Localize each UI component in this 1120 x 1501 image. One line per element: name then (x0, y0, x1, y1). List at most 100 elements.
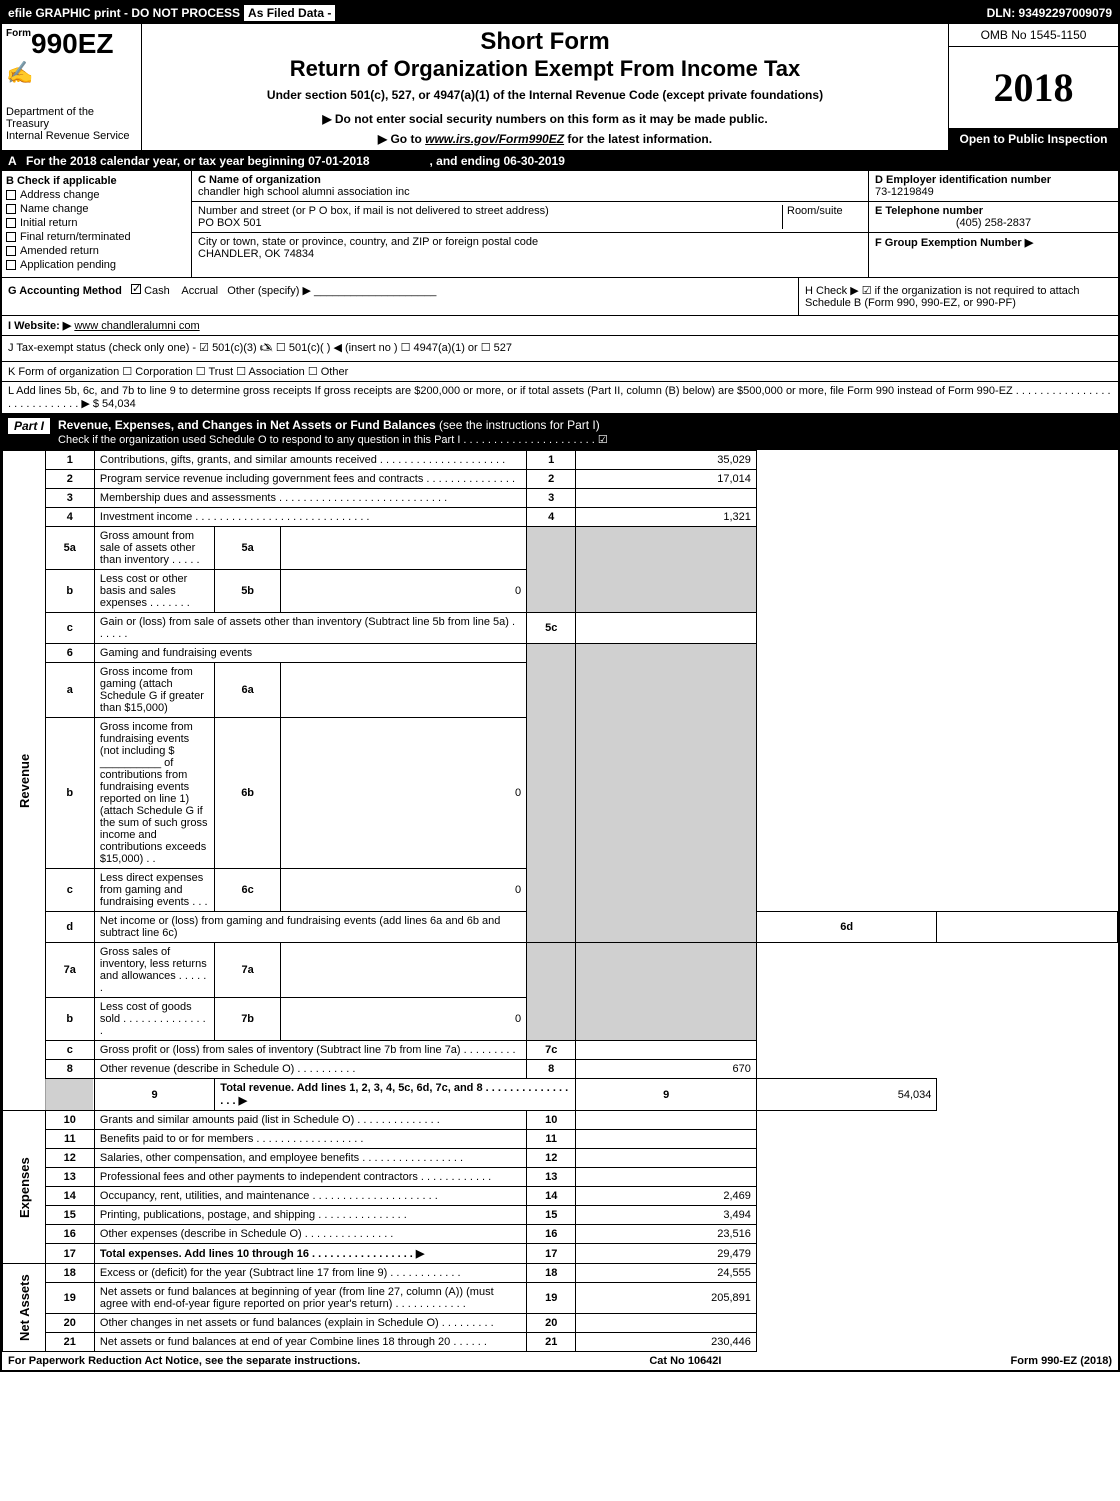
line-14: 14 Occupancy, rent, utilities, and maint… (3, 1187, 1118, 1206)
tax-year: 2018 (949, 47, 1118, 128)
checkbox-icon[interactable] (6, 260, 16, 270)
short-form-title: Short Form (150, 28, 940, 56)
line-11: 11 Benefits paid to or for members . . .… (3, 1130, 1118, 1149)
phone-label: E Telephone number (875, 205, 1112, 217)
goto-link[interactable]: www.irs.gov/Form990EZ (425, 132, 564, 146)
section-f: F Group Exemption Number ▶ (869, 233, 1118, 252)
info-block: B Check if applicable Address change Nam… (2, 171, 1118, 278)
omb-number: OMB No 1545-1150 (949, 24, 1118, 47)
street-row: Number and street (or P O box, if mail i… (192, 202, 868, 233)
ein-value: 73-1219849 (875, 186, 1112, 198)
form-prefix: Form (6, 28, 31, 39)
line-10: Expenses 10 Grants and similar amounts p… (3, 1111, 1118, 1130)
line-20: 20 Other changes in net assets or fund b… (3, 1314, 1118, 1333)
form-number: Form990EZ (6, 28, 137, 60)
line-16: 16 Other expenses (describe in Schedule … (3, 1225, 1118, 1244)
expenses-section-label: Expenses (3, 1111, 46, 1264)
line-3: 3 Membership dues and assessments . . . … (3, 489, 1118, 508)
chk-initial-return[interactable]: Initial return (6, 217, 187, 229)
city-label: City or town, state or province, country… (198, 236, 862, 248)
label-a: A (8, 154, 26, 168)
line-12: 12 Salaries, other compensation, and emp… (3, 1149, 1118, 1168)
line-5c: c Gain or (loss) from sale of assets oth… (3, 613, 1118, 644)
chk-name-change[interactable]: Name change (6, 203, 187, 215)
checkbox-icon[interactable] (6, 218, 16, 228)
checkbox-icon[interactable] (6, 204, 16, 214)
line-1: Revenue 1 Contributions, gifts, grants, … (3, 451, 1118, 470)
header-mid: Short Form Return of Organization Exempt… (142, 24, 948, 150)
public-notice: ▶ Do not enter social security numbers o… (150, 112, 940, 126)
part-i-num: Part I (8, 418, 50, 434)
cat-no: Cat No 10642I (649, 1355, 721, 1367)
city-row: City or town, state or province, country… (192, 233, 868, 263)
line-13: 13 Professional fees and other payments … (3, 1168, 1118, 1187)
checkbox-icon[interactable] (6, 246, 16, 256)
under-section-text: Under section 501(c), 527, or 4947(a)(1)… (150, 88, 940, 102)
header-right: OMB No 1545-1150 2018 Open to Public Ins… (948, 24, 1118, 150)
section-h: H Check ▶ ☑ if the organization is not r… (798, 278, 1118, 315)
ein-label: D Employer identification number (875, 174, 1112, 186)
efile-topbar: efile GRAPHIC print - DO NOT PROCESS As … (2, 2, 1118, 24)
form-rev: Form 990-EZ (2018) (1011, 1355, 1112, 1367)
street-label: Number and street (or P O box, if mail i… (198, 205, 782, 217)
section-k: K Form of organization ☐ Corporation ☐ T… (2, 362, 1118, 382)
line-2: 2 Program service revenue including gove… (3, 470, 1118, 489)
goto-line: ▶ Go to www.irs.gov/Form990EZ for the la… (150, 132, 940, 146)
checkbox-cash-icon[interactable] (131, 284, 141, 294)
section-i: I Website: ▶ www chandleralumni com (2, 316, 1118, 336)
section-d: D Employer identification number 73-1219… (869, 171, 1118, 202)
paperwork-notice: For Paperwork Reduction Act Notice, see … (8, 1355, 360, 1367)
section-j: J Tax-exempt status (check only one) - ☑… (2, 336, 1118, 362)
website-label: I Website: ▶ (8, 320, 71, 332)
section-b-label: B Check if applicable (6, 175, 187, 187)
topbar-left: efile GRAPHIC print - DO NOT PROCESS As … (8, 5, 335, 21)
line-8: 8 Other revenue (describe in Schedule O)… (3, 1060, 1118, 1079)
section-g: G Accounting Method Cash Accrual Other (… (2, 278, 798, 315)
section-c: C Name of organization chandler high sch… (192, 171, 868, 277)
open-to-public: Open to Public Inspection (949, 128, 1118, 150)
form-footer: For Paperwork Reduction Act Notice, see … (2, 1352, 1118, 1370)
line-18: Net Assets 18 Excess or (deficit) for th… (3, 1264, 1118, 1283)
form-num: 990EZ (31, 28, 114, 59)
line-5a: 5a Gross amount from sale of assets othe… (3, 527, 1118, 570)
revenue-section-label: Revenue (3, 451, 46, 1111)
line-17: 17 Total expenses. Add lines 10 through … (3, 1244, 1118, 1264)
header-row: Form990EZ ✍ Department of the Treasury I… (2, 24, 1118, 151)
netassets-section-label: Net Assets (3, 1264, 46, 1352)
line-7a: 7a Gross sales of inventory, less return… (3, 943, 1118, 998)
chk-application-pending[interactable]: Application pending (6, 259, 187, 271)
chk-final-return[interactable]: Final return/terminated (6, 231, 187, 243)
dept-label: Department of the Treasury (6, 106, 137, 130)
org-name: chandler high school alumni association … (198, 186, 862, 198)
section-def: D Employer identification number 73-1219… (868, 171, 1118, 277)
return-title: Return of Organization Exempt From Incom… (150, 56, 940, 82)
city-value: CHANDLER, OK 74834 (198, 248, 862, 260)
org-name-label: C Name of organization (198, 174, 862, 186)
part-i-table: Revenue 1 Contributions, gifts, grants, … (2, 450, 1118, 1352)
line-15: 15 Printing, publications, postage, and … (3, 1206, 1118, 1225)
tax-year-begin: For the 2018 calendar year, or tax year … (26, 154, 370, 168)
gh-row: G Accounting Method Cash Accrual Other (… (2, 278, 1118, 316)
phone-value: (405) 258-2837 (875, 217, 1112, 229)
part-i-title: Revenue, Expenses, and Changes in Net As… (58, 418, 1112, 446)
website-value: www chandleralumni com (74, 320, 199, 332)
chk-address-change[interactable]: Address change (6, 189, 187, 201)
tax-year-bar: A For the 2018 calendar year, or tax yea… (2, 151, 1118, 171)
part-i-header: Part I Revenue, Expenses, and Changes in… (2, 414, 1118, 450)
checkbox-icon[interactable] (6, 232, 16, 242)
part-i-subtitle: Check if the organization used Schedule … (58, 434, 608, 446)
efile-label: efile GRAPHIC print - DO NOT PROCESS (8, 5, 240, 21)
line-4: 4 Investment income . . . . . . . . . . … (3, 508, 1118, 527)
asfiled-label: As Filed Data - (244, 5, 335, 21)
checkbox-icon[interactable] (6, 190, 16, 200)
g-label: G Accounting Method (8, 285, 122, 297)
tax-year-end: , and ending 06-30-2019 (430, 154, 565, 168)
line-6: 6 Gaming and fundraising events (3, 644, 1118, 663)
chk-amended-return[interactable]: Amended return (6, 245, 187, 257)
irs-label: Internal Revenue Service (6, 130, 137, 142)
line-21: 21 Net assets or fund balances at end of… (3, 1333, 1118, 1352)
section-e: E Telephone number (405) 258-2837 (869, 202, 1118, 233)
line-7c: c Gross profit or (loss) from sales of i… (3, 1041, 1118, 1060)
header-left: Form990EZ ✍ Department of the Treasury I… (2, 24, 142, 150)
goto-suffix: for the latest information. (564, 132, 712, 146)
